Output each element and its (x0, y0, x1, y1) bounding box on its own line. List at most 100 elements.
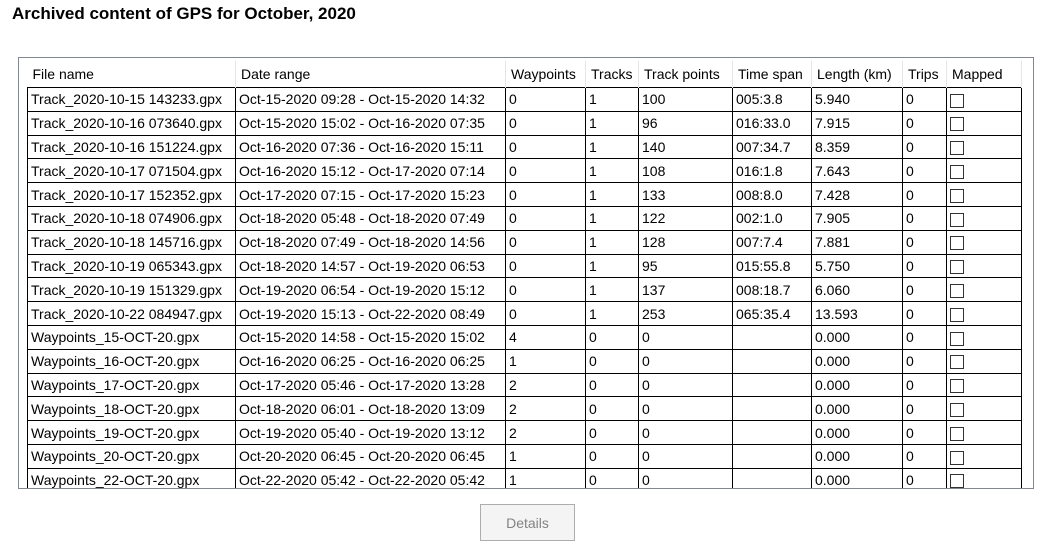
column-header-track-points[interactable]: Track points (638, 61, 733, 88)
time-span-cell[interactable] (732, 468, 812, 488)
time-span-cell[interactable]: 002:1.0 (732, 206, 812, 231)
time-span-cell[interactable] (732, 373, 812, 398)
date-range-cell[interactable]: Oct-18-2020 07:49 - Oct-18-2020 14:56 (235, 230, 506, 255)
file-name-cell[interactable]: Track_2020-10-16 073640.gpx (27, 111, 236, 136)
tracks-cell[interactable]: 0 (585, 325, 639, 350)
track-points-cell[interactable]: 128 (638, 230, 733, 255)
file-name-cell[interactable]: Track_2020-10-16 151224.gpx (27, 135, 236, 160)
length-cell[interactable]: 8.359 (811, 135, 903, 160)
table-row[interactable]: Waypoints_20-OCT-20.gpx Oct-20-2020 06:45… (27, 444, 1022, 469)
mapped-checkbox[interactable] (950, 260, 964, 275)
track-points-cell[interactable]: 0 (638, 349, 733, 374)
trips-cell[interactable]: 0 (902, 325, 947, 350)
trips-cell[interactable]: 0 (902, 396, 947, 422)
mapped-checkbox[interactable] (950, 165, 964, 180)
time-span-cell[interactable]: 008:8.0 (732, 182, 812, 207)
column-header-time-span[interactable]: Time span (732, 61, 812, 88)
waypoints-cell[interactable]: 0 (505, 277, 586, 303)
tracks-cell[interactable]: 0 (585, 444, 639, 469)
length-cell[interactable]: 0.000 (811, 468, 903, 488)
mapped-checkbox[interactable] (950, 403, 964, 418)
table-row[interactable]: Track_2020-10-18 145716.gpx Oct-18-2020 0… (27, 230, 1022, 255)
mapped-checkbox[interactable] (950, 141, 964, 156)
trips-cell[interactable]: 0 (902, 373, 947, 398)
length-cell[interactable]: 6.060 (811, 277, 903, 303)
date-range-cell[interactable]: Oct-15-2020 14:58 - Oct-15-2020 15:02 (235, 325, 506, 350)
length-cell[interactable]: 0.000 (811, 349, 903, 374)
length-cell[interactable]: 0.000 (811, 373, 903, 398)
length-cell[interactable]: 7.881 (811, 230, 903, 255)
track-points-cell[interactable]: 96 (638, 111, 733, 136)
waypoints-cell[interactable]: 2 (505, 420, 586, 445)
file-name-cell[interactable]: Track_2020-10-18 145716.gpx (27, 230, 236, 255)
time-span-cell[interactable] (732, 444, 812, 469)
file-name-cell[interactable]: Track_2020-10-22 084947.gpx (27, 301, 236, 326)
mapped-checkbox[interactable] (950, 307, 964, 322)
column-header-file-name[interactable]: File name (27, 61, 236, 88)
time-span-cell[interactable]: 065:35.4 (732, 301, 812, 326)
track-points-cell[interactable]: 133 (638, 182, 733, 207)
table-row[interactable]: Waypoints_19-OCT-20.gpx Oct-19-2020 05:40… (27, 420, 1022, 445)
time-span-cell[interactable]: 008:18.7 (732, 277, 812, 303)
time-span-cell[interactable] (732, 396, 812, 422)
tracks-cell[interactable]: 1 (585, 206, 639, 231)
table-row[interactable]: Track_2020-10-22 084947.gpx Oct-19-2020 1… (27, 301, 1022, 326)
column-header-trips[interactable]: Trips (902, 61, 947, 88)
tracks-cell[interactable]: 1 (585, 254, 639, 279)
time-span-cell[interactable]: 016:33.0 (732, 111, 812, 136)
table-row[interactable]: Track_2020-10-17 152352.gpx Oct-17-2020 0… (27, 182, 1022, 207)
file-name-cell[interactable]: Waypoints_22-OCT-20.gpx (27, 468, 236, 488)
tracks-cell[interactable]: 1 (585, 135, 639, 160)
table-row[interactable]: Waypoints_16-OCT-20.gpx Oct-16-2020 06:25… (27, 349, 1022, 374)
file-name-cell[interactable]: Waypoints_15-OCT-20.gpx (27, 325, 236, 350)
file-name-cell[interactable]: Track_2020-10-17 152352.gpx (27, 182, 236, 207)
length-cell[interactable]: 13.593 (811, 301, 903, 326)
table-row[interactable]: Waypoints_17-OCT-20.gpx Oct-17-2020 05:46… (27, 373, 1022, 398)
waypoints-cell[interactable]: 0 (505, 87, 586, 112)
time-span-cell[interactable] (732, 325, 812, 350)
table-row[interactable]: Waypoints_22-OCT-20.gpx Oct-22-2020 05:42… (27, 468, 1022, 488)
file-name-cell[interactable]: Track_2020-10-19 151329.gpx (27, 277, 236, 303)
date-range-cell[interactable]: Oct-15-2020 15:02 - Oct-16-2020 07:35 (235, 111, 506, 136)
time-span-cell[interactable] (732, 349, 812, 374)
table-row[interactable]: Track_2020-10-15 143233.gpx Oct-15-2020 0… (27, 87, 1022, 112)
mapped-checkbox[interactable] (950, 93, 964, 108)
file-name-cell[interactable]: Waypoints_16-OCT-20.gpx (27, 349, 236, 374)
waypoints-cell[interactable]: 0 (505, 182, 586, 207)
length-cell[interactable]: 0.000 (811, 325, 903, 350)
file-name-cell[interactable]: Track_2020-10-19 065343.gpx (27, 254, 236, 279)
waypoints-cell[interactable]: 0 (505, 230, 586, 255)
table-row[interactable]: Track_2020-10-17 071504.gpx Oct-16-2020 1… (27, 158, 1022, 184)
mapped-checkbox[interactable] (950, 212, 964, 227)
tracks-cell[interactable]: 0 (585, 468, 639, 488)
length-cell[interactable]: 7.915 (811, 111, 903, 136)
track-points-cell[interactable]: 95 (638, 254, 733, 279)
mapped-checkbox[interactable] (950, 236, 964, 251)
trips-cell[interactable]: 0 (902, 135, 947, 160)
tracks-cell[interactable]: 0 (585, 349, 639, 374)
date-range-cell[interactable]: Oct-17-2020 07:15 - Oct-17-2020 15:23 (235, 182, 506, 207)
tracks-cell[interactable]: 1 (585, 111, 639, 136)
column-header-tracks[interactable]: Tracks (585, 61, 639, 88)
mapped-checkbox[interactable] (950, 355, 964, 370)
tracks-cell[interactable]: 1 (585, 87, 639, 112)
tracks-cell[interactable]: 1 (585, 182, 639, 207)
waypoints-cell[interactable]: 1 (505, 468, 586, 488)
waypoints-cell[interactable]: 0 (505, 254, 586, 279)
archive-data-grid[interactable]: File name Date range Waypoints Tracks Tr… (18, 57, 1034, 489)
tracks-cell[interactable]: 0 (585, 396, 639, 422)
track-points-cell[interactable]: 137 (638, 277, 733, 303)
trips-cell[interactable]: 0 (902, 254, 947, 279)
time-span-cell[interactable]: 007:7.4 (732, 230, 812, 255)
length-cell[interactable]: 0.000 (811, 396, 903, 422)
table-row[interactable]: Waypoints_15-OCT-20.gpx Oct-15-2020 14:58… (27, 325, 1022, 350)
table-row[interactable]: Track_2020-10-16 073640.gpx Oct-15-2020 1… (27, 111, 1022, 136)
track-points-cell[interactable]: 0 (638, 444, 733, 469)
tracks-cell[interactable]: 0 (585, 373, 639, 398)
tracks-cell[interactable]: 1 (585, 301, 639, 326)
trips-cell[interactable]: 0 (902, 349, 947, 374)
trips-cell[interactable]: 0 (902, 444, 947, 469)
table-row[interactable]: Track_2020-10-19 151329.gpx Oct-19-2020 0… (27, 277, 1022, 303)
trips-cell[interactable]: 0 (902, 420, 947, 445)
date-range-cell[interactable]: Oct-18-2020 05:48 - Oct-18-2020 07:49 (235, 206, 506, 231)
